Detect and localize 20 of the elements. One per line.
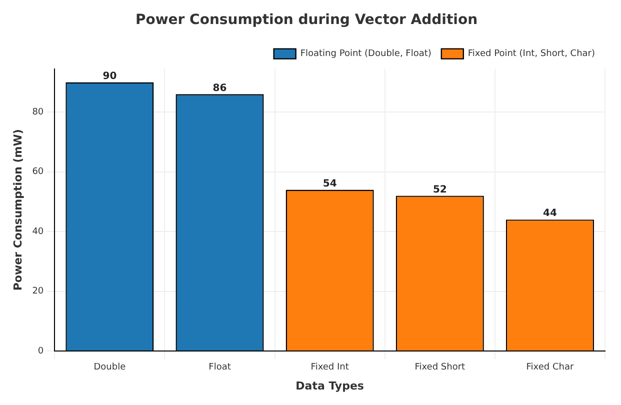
y-tick-label: 60 — [32, 167, 44, 178]
x-tick-label: Double — [94, 362, 126, 373]
x-axis-title: Data Types — [296, 379, 364, 392]
y-tick-label: 80 — [32, 107, 44, 118]
data-label: 52 — [432, 184, 447, 196]
x-tick-label: Fixed Int — [310, 362, 350, 373]
data-label: 54 — [322, 178, 337, 190]
y-axis-title: Power Consumption (mW) — [11, 129, 24, 291]
data-label: 86 — [212, 82, 227, 94]
data-label: 44 — [543, 208, 557, 220]
x-tick-label: Fixed Char — [526, 362, 574, 373]
y-tick-label: 20 — [32, 286, 44, 297]
y-tick-label: 40 — [32, 226, 44, 237]
x-tick-label: Float — [208, 362, 232, 373]
chart-title: Power Consumption during Vector Addition — [135, 12, 478, 28]
x-tick-label: Fixed Short — [414, 362, 466, 373]
y-tick-label: 0 — [38, 346, 44, 356]
legend-label: Fixed Point (Int, Short, Char) — [468, 49, 596, 60]
data-label: 90 — [102, 70, 117, 82]
legend-label: Floating Point (Double, Float) — [300, 49, 432, 60]
